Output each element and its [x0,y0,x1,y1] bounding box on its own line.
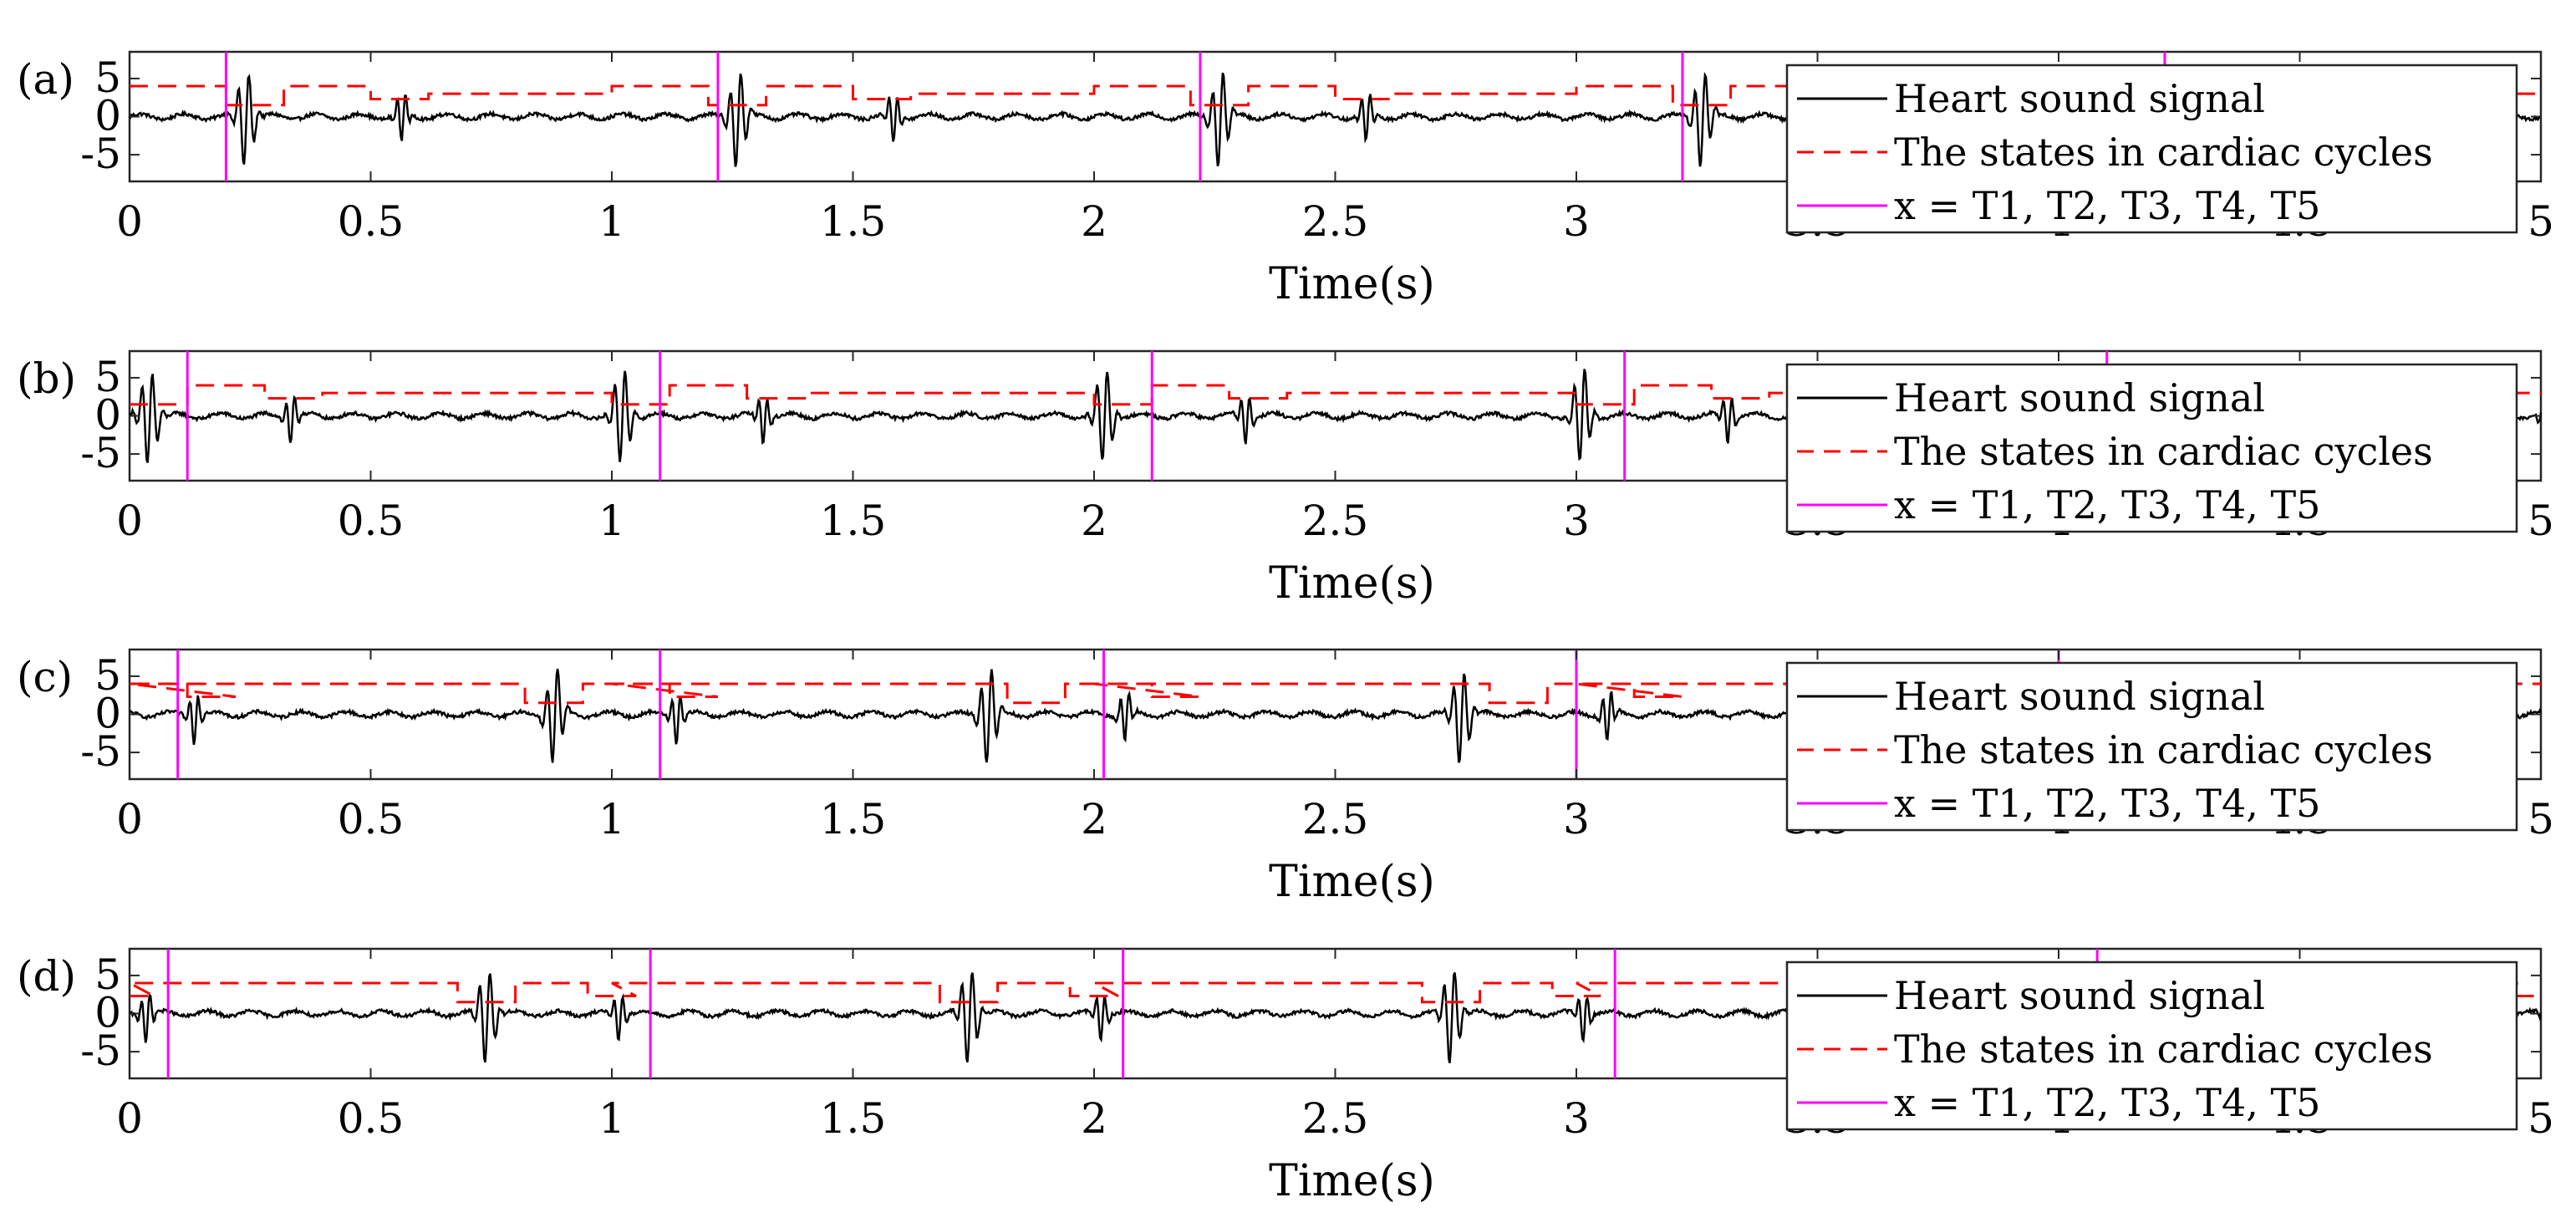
x-tick-label: 2 [1081,197,1107,246]
x-tick-label: 0 [116,1094,143,1143]
legend-box [1785,64,2518,234]
x-tick-label: 1 [598,497,625,545]
x-axis-label: Time(s) [1269,857,1435,907]
legend: Heart sound signal The states in cardiac … [1785,363,2518,533]
y-tick-label: -5 [80,130,121,178]
legend: Heart sound signal The states in cardiac … [1785,960,2518,1131]
y-tick-label: -5 [80,1027,121,1075]
x-tick-label: 3 [1563,197,1590,246]
legend-entry: Heart sound signal [1894,375,2265,420]
x-tick-label: 1.5 [820,795,887,843]
x-tick-label: 2.5 [1302,1094,1369,1143]
x-tick-label: 0.5 [338,795,405,843]
x-tick-label: 0 [116,497,143,545]
y-tick-label: 5 [94,353,121,401]
x-tick-label: 5 [2528,197,2554,246]
panel-a: 00.511.522.533.544.55-505(a)Time(s)Heart… [17,50,2554,309]
x-tick-label: 5 [2528,1094,2554,1143]
x-tick-label: 1.5 [820,1094,887,1143]
y-tick-label: 5 [94,651,121,700]
legend-entry: The states in cardiac cycles [1894,130,2433,175]
y-tick-label: 0 [94,690,121,738]
panel-label: (d) [17,952,76,1001]
legend-entry: x = T1, T2, T3, T4, T5 [1894,482,2320,527]
panel-label: (b) [17,354,76,403]
x-tick-label: 0 [116,795,143,843]
panel-label: (c) [17,653,73,701]
y-tick-label: 0 [94,989,121,1037]
x-tick-label: 3 [1563,1094,1590,1143]
legend-box [1785,661,2518,832]
x-tick-label: 2.5 [1302,497,1369,545]
legend-entry: Heart sound signal [1894,76,2265,121]
legend-entry: The states in cardiac cycles [1894,727,2433,772]
x-tick-label: 2.5 [1302,795,1369,843]
legend: Heart sound signal The states in cardiac … [1785,64,2518,234]
x-tick-label: 3 [1563,795,1590,843]
panel-c: 00.511.522.533.544.55-505(c)Time(s)Heart… [17,648,2554,907]
x-axis-label: Time(s) [1269,259,1435,309]
legend-entry: The states in cardiac cycles [1894,1027,2433,1072]
legend: Heart sound signal The states in cardiac … [1785,661,2518,832]
y-tick-label: -5 [80,429,121,477]
x-tick-label: 3 [1563,497,1590,545]
legend-entry: x = T1, T2, T3, T4, T5 [1894,1080,2320,1125]
x-tick-label: 0.5 [338,497,405,545]
legend-box [1785,363,2518,533]
legend-box [1785,960,2518,1131]
x-tick-label: 2 [1081,497,1107,545]
x-tick-label: 0.5 [338,197,405,246]
x-axis-label: Time(s) [1269,558,1435,609]
x-axis-label: Time(s) [1269,1156,1435,1206]
states-dashed-line [129,682,2541,705]
x-tick-label: 2 [1081,795,1107,843]
legend-entry: x = T1, T2, T3, T4, T5 [1894,183,2320,228]
x-tick-label: 2 [1081,1094,1107,1143]
x-tick-label: 1 [598,795,625,843]
panel-b: 00.511.522.533.544.55-505(b)Time(s)Heart… [17,349,2554,609]
y-tick-label: 5 [94,54,121,102]
legend-entry: Heart sound signal [1894,674,2265,719]
x-tick-label: 1.5 [820,197,887,246]
states-dashed-line [130,84,2541,107]
states-dashed-line [130,384,2541,406]
x-tick-label: 1.5 [820,497,887,545]
x-tick-label: 0.5 [338,1094,405,1143]
panel-label: (a) [17,55,74,104]
x-tick-label: 2.5 [1302,197,1369,246]
x-tick-label: 0 [116,197,143,246]
x-tick-label: 5 [2528,795,2554,843]
y-tick-label: -5 [80,727,121,776]
x-tick-label: 1 [598,1094,625,1143]
legend-entry: The states in cardiac cycles [1894,429,2433,474]
x-tick-label: 5 [2528,497,2554,545]
y-tick-label: 0 [94,92,121,140]
x-tick-label: 1 [598,197,625,246]
y-tick-label: 5 [94,950,121,999]
legend-entry: Heart sound signal [1894,973,2265,1018]
legend-entry: x = T1, T2, T3, T4, T5 [1894,781,2320,826]
y-tick-label: 0 [94,391,121,440]
panel-d: 00.511.522.533.544.55-505(d)Time(s)Heart… [17,947,2554,1206]
